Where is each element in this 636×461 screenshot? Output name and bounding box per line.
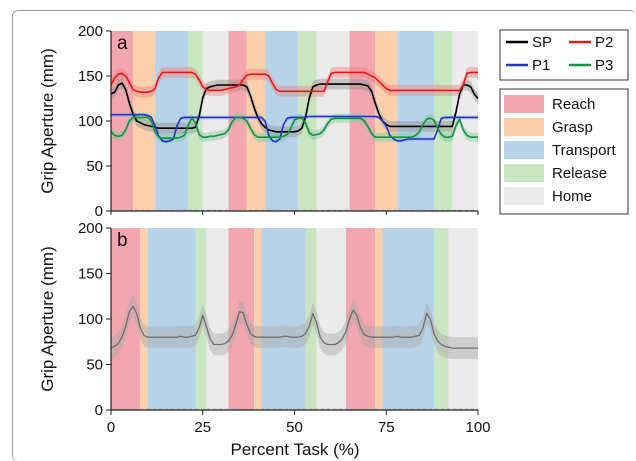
phase-band-grasp — [133, 31, 156, 211]
legend-label-sp: SP — [532, 34, 552, 51]
phase-band-home — [202, 31, 229, 211]
phase-legend: Reach Grasp Transport Release Home — [499, 88, 629, 215]
phase-band-reach — [228, 228, 255, 410]
x-axis-title: Percent Task (%) — [230, 440, 359, 459]
legend-label-grasp: Grasp — [552, 119, 593, 136]
legend-swatch-home — [504, 187, 544, 205]
legend-label-home: Home — [552, 188, 592, 205]
phase-band-home — [206, 228, 229, 410]
y-tick-label: 0 — [95, 203, 103, 220]
legend-label-p3: P3 — [595, 57, 613, 74]
legend-box — [499, 29, 629, 81]
series-band-sp — [111, 77, 478, 138]
series-band-p2 — [111, 67, 478, 98]
legend-swatch-release — [504, 164, 544, 182]
phase-band-grasp — [375, 31, 398, 211]
y-tick-label: 100 — [78, 113, 103, 130]
phase-band-transport — [147, 228, 196, 410]
phase-band-grasp — [254, 228, 262, 410]
phase-band-transport — [155, 31, 189, 211]
phase-band-transport — [265, 31, 299, 211]
legend-label-transport: Transport — [552, 142, 616, 159]
series-line-mean — [110, 305, 478, 349]
line-legend: SP P2 P1 P3 — [499, 29, 629, 81]
phase-band-release — [298, 31, 317, 211]
x-tick-label: 100 — [465, 419, 490, 436]
phase-band-transport — [261, 228, 306, 410]
phase-band-home — [448, 228, 478, 410]
panel-b: 0 50 100 150 200 0 25 50 75 100 b Grip Aperture (mm… — [38, 220, 491, 436]
phase-band-transport — [397, 31, 434, 211]
legend-label-reach: Reach — [552, 96, 595, 113]
phase-band-grasp — [246, 31, 266, 211]
series-line-p3 — [110, 116, 478, 139]
series-line-p2 — [110, 71, 478, 93]
y-tick-label: 200 — [78, 23, 103, 40]
series-line-p1 — [111, 113, 478, 143]
panel-a: 0 50 100 150 200 a Grip Aperture (mm) — [38, 23, 479, 220]
legend-label-release: Release — [552, 165, 607, 182]
phase-band-reach — [349, 31, 376, 211]
phase-band-release — [195, 228, 207, 410]
legend-label-p1: P1 — [532, 57, 550, 74]
y-tick-label: 50 — [86, 357, 103, 374]
x-tick-label: 0 — [107, 419, 115, 436]
x-tick-label: 25 — [194, 419, 211, 436]
phase-band-reach — [111, 228, 141, 410]
series-band-p3 — [111, 112, 478, 143]
legend-swatch-grasp — [504, 118, 544, 136]
phase-band-home — [316, 31, 350, 211]
phase-band-grasp — [375, 228, 383, 410]
phase-band-home — [452, 31, 478, 211]
legend-swatch-reach — [504, 95, 544, 113]
series-band-mean — [111, 295, 478, 359]
phase-band-release — [433, 31, 453, 211]
panel-letter: a — [117, 33, 128, 54]
y-tick-label: 100 — [78, 311, 103, 328]
y-tick-label: 0 — [95, 402, 103, 419]
panel-letter: b — [117, 230, 128, 251]
phase-band-release — [188, 31, 203, 211]
x-tick-label: 75 — [378, 419, 395, 436]
y-tick-label: 50 — [86, 158, 103, 175]
phase-band-reach — [345, 228, 376, 410]
y-axis-title: Grip Aperture (mm) — [38, 48, 57, 193]
phase-band-reach — [228, 31, 247, 211]
phase-band-release — [433, 228, 449, 410]
x-tick-label: 50 — [286, 419, 303, 436]
phase-band-grasp — [140, 228, 148, 410]
y-tick-label: 150 — [78, 266, 103, 283]
y-tick-label: 200 — [78, 220, 103, 237]
y-tick-label: 150 — [78, 68, 103, 85]
phase-band-home — [316, 228, 346, 410]
legend-swatch-transport — [504, 141, 544, 159]
series-line-sp — [110, 82, 479, 133]
legend-label-p2: P2 — [595, 34, 613, 51]
y-axis-title: Grip Aperture (mm) — [38, 246, 57, 391]
